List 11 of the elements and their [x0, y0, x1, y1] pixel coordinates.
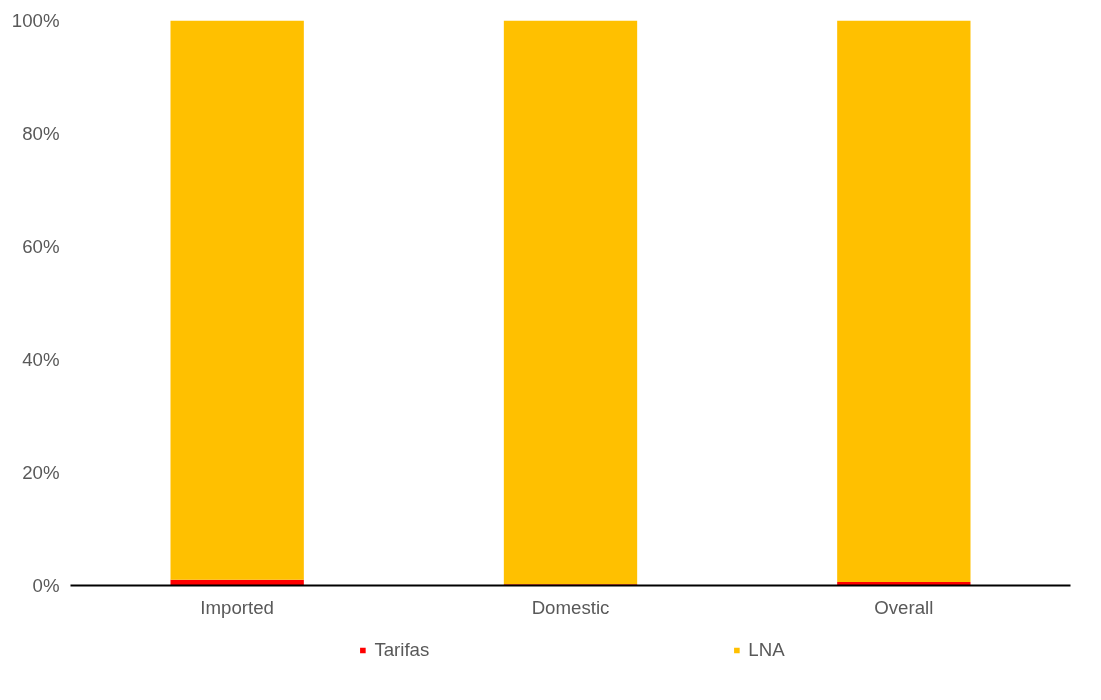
- y-tick-label: 80%: [22, 123, 60, 144]
- legend-label: LNA: [748, 639, 785, 661]
- legend-label: Tarifas: [374, 639, 430, 661]
- y-tick-label: 40%: [22, 349, 60, 370]
- x-tick-label: Imported: [200, 596, 274, 618]
- x-tick-label: Domestic: [531, 596, 610, 618]
- y-tick-label: 0%: [32, 575, 60, 596]
- y-tick-label: 20%: [22, 462, 60, 483]
- y-tick-label: 100%: [11, 10, 60, 31]
- x-tick-label: Overall: [874, 596, 934, 618]
- y-tick-label: 60%: [22, 236, 60, 257]
